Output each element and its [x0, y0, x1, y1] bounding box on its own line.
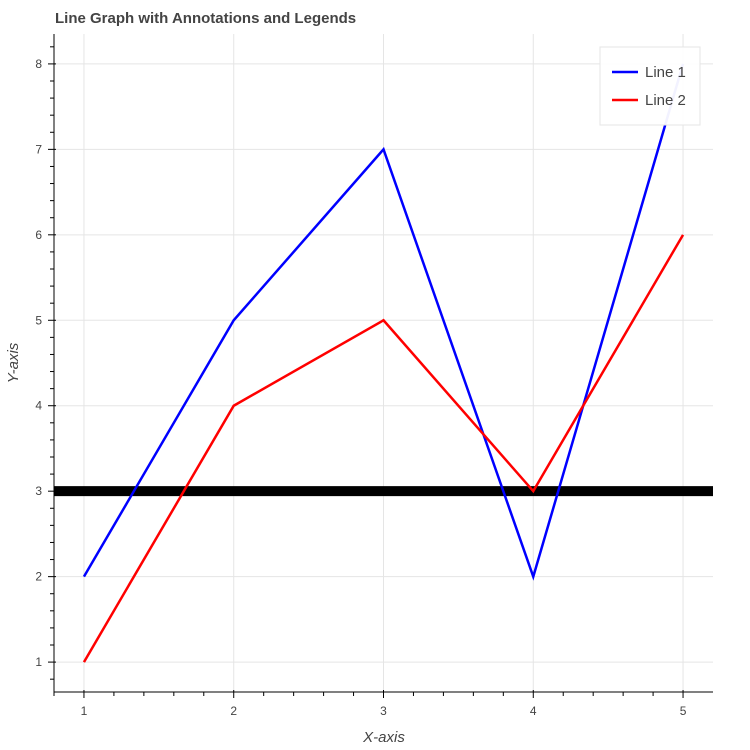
legend-label-1: Line 1 [645, 64, 686, 81]
x-tick-label: 2 [230, 704, 237, 718]
chart-title: Line Graph with Annotations and Legends [55, 10, 356, 27]
x-tick-label: 1 [81, 704, 88, 718]
series-line-2 [82, 234, 685, 663]
axes: 1 2 3 4 5 1 2 3 4 5 6 7 8 [35, 34, 713, 718]
y-tick-label: 3 [35, 484, 42, 498]
x-axis-label: X-axis [362, 729, 405, 746]
y-tick-label: 7 [35, 142, 42, 156]
y-tick-label: 4 [35, 399, 42, 413]
y-tick-label: 2 [35, 570, 42, 584]
legend-label-2: Line 2 [645, 92, 686, 109]
y-tick-label: 6 [35, 228, 42, 242]
legend-box [599, 46, 701, 126]
y-tick-label: 8 [35, 57, 42, 71]
legend: Line 1 Line 2 [599, 46, 701, 126]
y-tick-label: 1 [35, 655, 42, 669]
series-lines [82, 63, 685, 663]
x-tick-label: 4 [530, 704, 537, 718]
x-tick-label: 5 [680, 704, 687, 718]
y-tick-label: 5 [35, 313, 42, 327]
y-axis-label: Y-axis [5, 342, 22, 383]
x-tick-label: 3 [380, 704, 387, 718]
